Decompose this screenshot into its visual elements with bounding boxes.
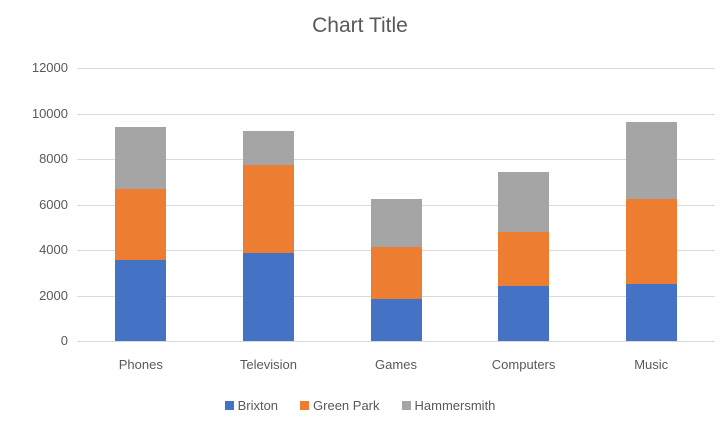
bar-segment [498,286,550,341]
gridline [77,159,715,160]
plot-area [77,68,715,342]
legend-item: Hammersmith [401,398,496,413]
bar-stack [370,199,422,341]
bar-stack [498,171,550,341]
bar-stack [242,131,294,341]
bar-segment [370,199,422,247]
legend: Brixton Green Park Hammersmith [0,398,720,413]
legend-swatch-icon [401,401,411,410]
x-tick-label: Phones [118,357,163,372]
y-tick-label: 4000 [39,242,68,257]
legend-label: Green Park [313,398,380,413]
bar-segment [242,164,294,253]
gridline [77,341,715,342]
y-tick-label: 2000 [39,287,68,303]
y-tick-label: 0 [60,333,68,348]
bar-segment [498,231,550,287]
legend-swatch-icon [300,401,310,410]
y-tick-label: 8000 [39,151,68,166]
bar-segment [242,131,294,165]
y-tick-label: 10000 [31,105,68,121]
bar-segment [498,171,550,232]
y-tick-label: 6000 [39,196,68,212]
legend-item: Brixton [224,398,279,413]
bar-segment [242,252,294,341]
legend-label: Hammersmith [414,398,496,413]
bar-stack [625,122,677,341]
legend-label: Brixton [237,398,279,413]
legend-item: Green Park [300,398,380,413]
bar-segment [115,127,167,189]
x-tick-label: Music [634,357,669,372]
bar-segment [115,260,167,341]
x-tick-label: Games [375,357,417,372]
bar-segment [625,284,677,341]
bar-segment [370,299,422,341]
bar-segment [370,246,422,300]
legend-swatch-icon [224,401,234,410]
gridline [77,68,715,69]
bar-segment [115,188,167,261]
bar-stack [115,127,167,341]
bar-segment [625,199,677,285]
chart-title: Chart Title [312,14,408,37]
x-tick-label: Computers [491,357,556,372]
x-tick-label: Television [239,357,297,372]
gridline [77,113,715,115]
y-tick-label: 12000 [31,60,68,75]
bar-segment [625,122,677,200]
